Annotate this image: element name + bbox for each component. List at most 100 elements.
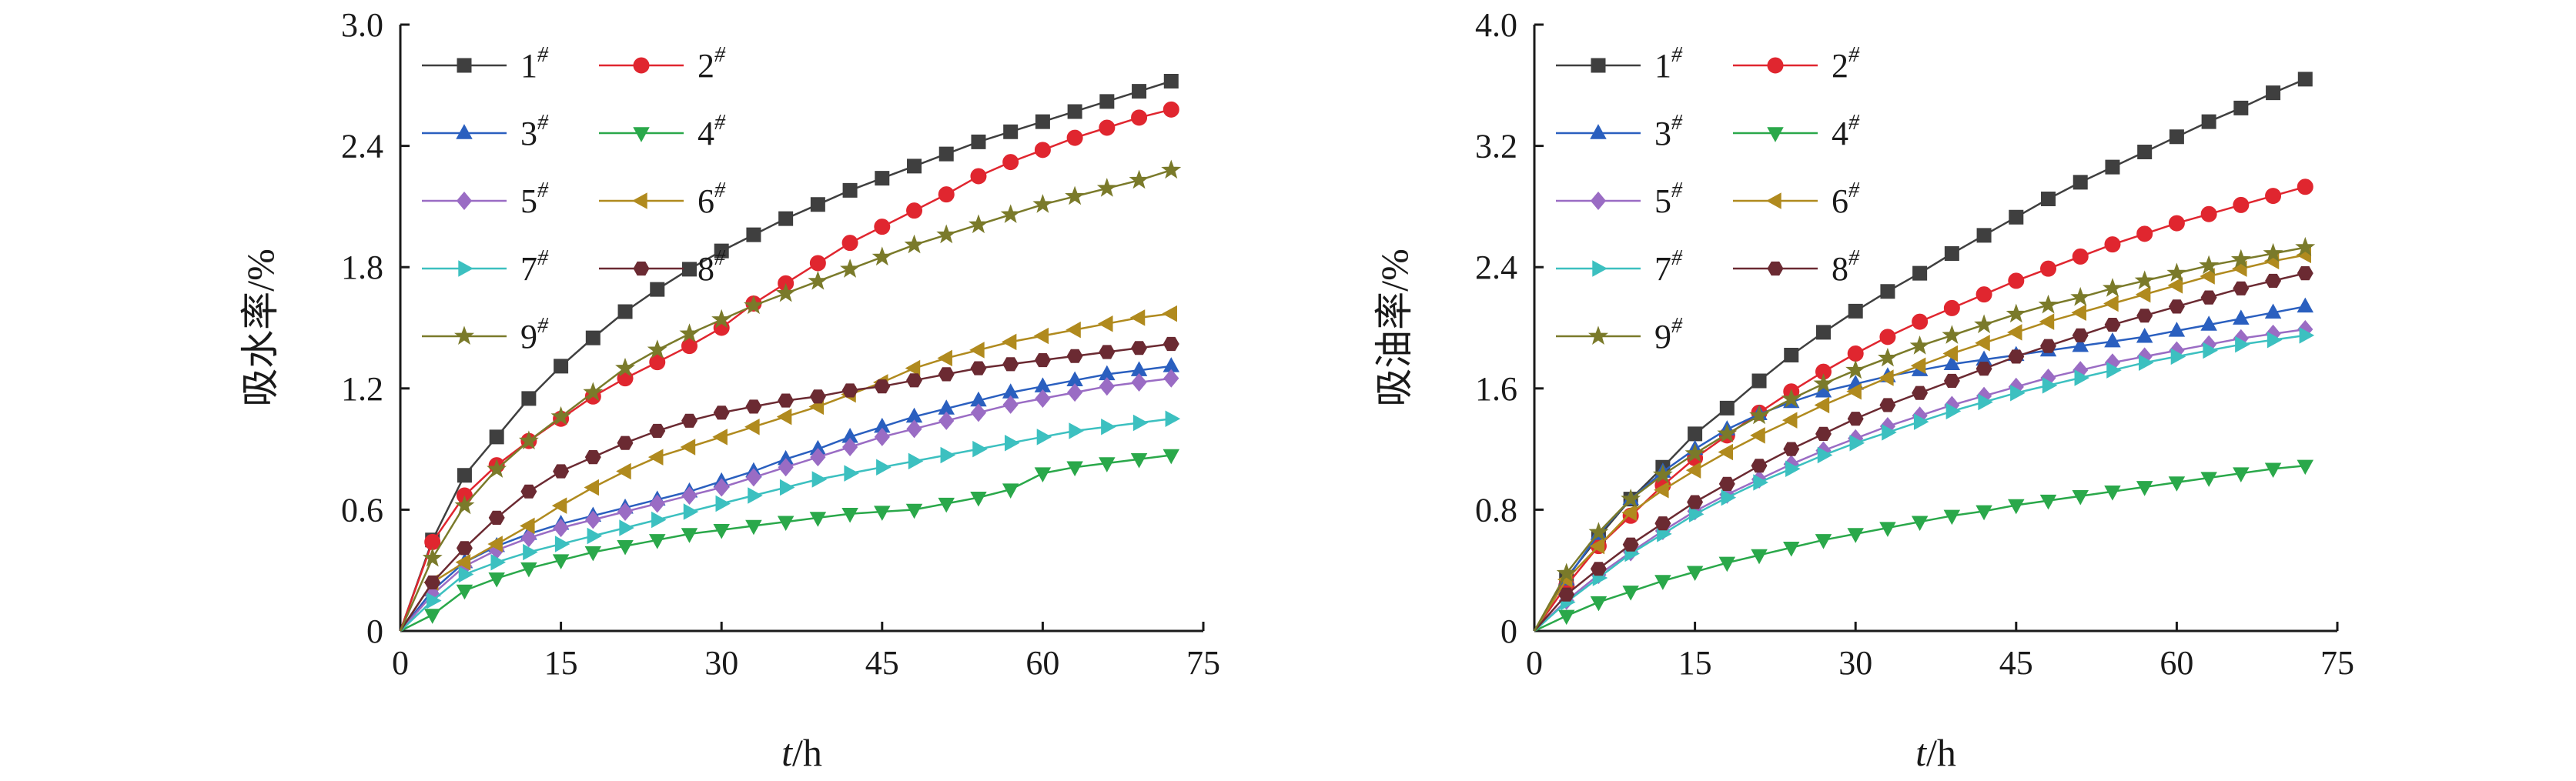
data-point bbox=[1784, 347, 1799, 362]
data-point bbox=[1131, 341, 1148, 355]
data-point bbox=[422, 547, 443, 567]
legend-entry: 5# bbox=[1556, 179, 1683, 220]
x-tick-label: 15 bbox=[544, 644, 578, 682]
data-point bbox=[2235, 335, 2250, 353]
x-tick-label: 60 bbox=[2159, 644, 2193, 682]
legend-marker bbox=[453, 325, 475, 345]
x-tick-label: 0 bbox=[392, 644, 409, 682]
data-point bbox=[844, 465, 859, 482]
data-point bbox=[1654, 516, 1671, 531]
data-point bbox=[775, 282, 796, 302]
legend-label-number: 7 bbox=[1654, 250, 1671, 288]
data-point bbox=[1165, 410, 1181, 427]
data-point bbox=[553, 519, 569, 538]
legend-label: 8# bbox=[698, 246, 726, 288]
legend-marker bbox=[1590, 124, 1607, 139]
data-point bbox=[2135, 285, 2151, 303]
data-point bbox=[2203, 342, 2218, 359]
data-point bbox=[1943, 509, 1961, 526]
legend-label-number: 1 bbox=[520, 47, 537, 85]
y-tick-label: 3.0 bbox=[341, 6, 383, 44]
data-point bbox=[454, 495, 475, 515]
data-point bbox=[1004, 434, 1020, 452]
data-point bbox=[2040, 339, 2056, 353]
data-point bbox=[745, 519, 762, 536]
data-point bbox=[1943, 299, 1960, 316]
data-point bbox=[971, 134, 986, 149]
data-point bbox=[2168, 215, 2185, 232]
data-point bbox=[488, 510, 505, 525]
data-point bbox=[1879, 522, 1896, 537]
data-point bbox=[2233, 100, 2249, 115]
data-point bbox=[1032, 194, 1053, 213]
data-point bbox=[1942, 345, 1959, 362]
data-point bbox=[1718, 556, 1736, 572]
data-point bbox=[649, 534, 666, 549]
data-point bbox=[1688, 426, 1703, 442]
data-point bbox=[2104, 318, 2121, 332]
legend-label: 2# bbox=[698, 43, 726, 85]
series-2 bbox=[399, 101, 1179, 632]
data-point bbox=[1847, 412, 1864, 426]
data-point bbox=[681, 413, 698, 428]
data-point bbox=[841, 437, 858, 457]
data-point bbox=[1035, 114, 1050, 129]
data-point bbox=[2264, 462, 2282, 479]
data-point bbox=[1975, 286, 1992, 303]
data-point bbox=[617, 436, 634, 450]
data-point bbox=[1718, 443, 1734, 461]
data-point bbox=[424, 575, 441, 589]
data-point bbox=[1944, 245, 1959, 261]
legend-label-sup: # bbox=[1671, 314, 1683, 338]
data-point bbox=[1848, 303, 1863, 319]
legend-label-number: 1 bbox=[1654, 47, 1671, 85]
data-point bbox=[1684, 442, 1705, 462]
data-point bbox=[2042, 377, 2058, 394]
data-point bbox=[1878, 369, 1894, 386]
y-tick-label: 0.8 bbox=[1475, 491, 1517, 529]
series-line bbox=[1533, 254, 2306, 632]
data-point bbox=[583, 382, 604, 402]
legend-marker bbox=[458, 260, 473, 277]
legend-label-sup: # bbox=[714, 179, 726, 202]
data-point bbox=[713, 523, 730, 539]
data-point bbox=[2102, 278, 2123, 297]
data-point bbox=[520, 529, 537, 548]
data-point bbox=[906, 202, 923, 219]
data-point bbox=[1751, 459, 1768, 473]
data-point bbox=[2103, 295, 2119, 312]
data-point bbox=[874, 506, 891, 521]
series-2 bbox=[1533, 179, 2313, 632]
data-point bbox=[551, 497, 567, 514]
x-axis-title: t/h bbox=[1915, 731, 1956, 774]
x-tick-label: 45 bbox=[1999, 644, 2033, 682]
legend-label-sup: # bbox=[714, 111, 726, 135]
data-point bbox=[1846, 382, 1862, 400]
data-point bbox=[1161, 159, 1182, 179]
data-point bbox=[1131, 372, 1147, 392]
data-point bbox=[2297, 297, 2314, 313]
y-axis-title: 吸水率/% bbox=[239, 249, 282, 407]
data-point bbox=[1130, 453, 1148, 469]
legend-marker bbox=[1767, 57, 1784, 74]
data-point bbox=[908, 452, 924, 470]
data-point bbox=[776, 408, 792, 426]
legend-label: 3# bbox=[520, 111, 549, 152]
data-point bbox=[936, 224, 957, 244]
data-point bbox=[809, 512, 827, 527]
data-point bbox=[874, 427, 890, 446]
data-point bbox=[2295, 236, 2316, 256]
data-point bbox=[906, 373, 922, 388]
data-point bbox=[616, 462, 631, 480]
legend-label: 1# bbox=[520, 43, 549, 85]
data-point bbox=[1036, 429, 1052, 446]
data-point bbox=[649, 354, 666, 371]
data-point bbox=[1558, 587, 1575, 602]
data-point bbox=[1034, 353, 1051, 368]
data-point bbox=[970, 168, 987, 185]
data-point bbox=[490, 553, 506, 571]
data-point bbox=[2038, 294, 2059, 314]
data-point bbox=[489, 429, 504, 445]
series-4 bbox=[400, 449, 1180, 632]
data-point bbox=[1163, 101, 1179, 118]
